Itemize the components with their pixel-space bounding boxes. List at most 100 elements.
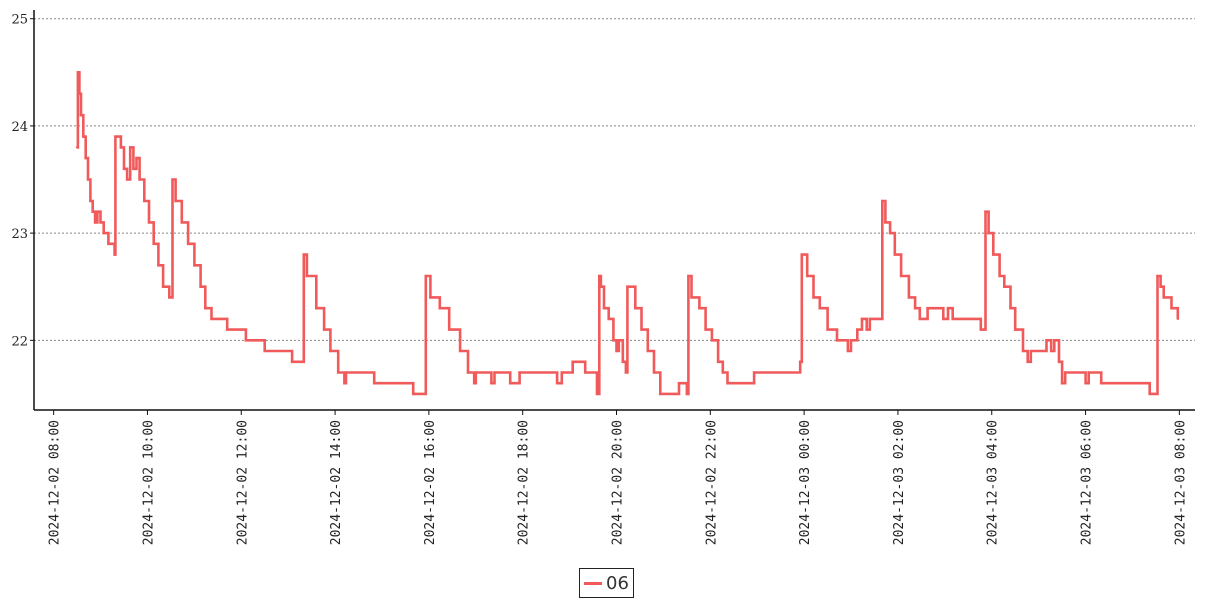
data-point — [626, 285, 629, 288]
data-point — [907, 296, 911, 299]
data-point — [884, 221, 887, 224]
data-point — [992, 253, 995, 256]
data-point — [174, 199, 177, 203]
data-point — [305, 274, 309, 278]
data-point — [1013, 328, 1017, 331]
data-point — [474, 371, 477, 374]
data-point — [1053, 339, 1056, 342]
data-point — [621, 360, 624, 363]
data-point — [812, 296, 815, 299]
data-point — [1162, 296, 1165, 299]
data-point — [322, 328, 326, 331]
data-point — [868, 317, 871, 321]
data-point — [290, 360, 294, 363]
data-point — [942, 317, 945, 321]
data-point — [865, 328, 868, 331]
data-point — [1064, 371, 1067, 374]
data-point — [918, 317, 922, 321]
data-point — [210, 317, 213, 321]
y-tick-label: 22 — [11, 334, 28, 349]
data-point — [602, 306, 606, 310]
data-point — [99, 221, 102, 224]
data-point — [490, 382, 493, 385]
data-point — [726, 382, 729, 385]
data-point — [615, 349, 618, 353]
data-point — [849, 339, 853, 342]
data-point — [372, 382, 376, 385]
x-tick-label: 2024-12-02 10:00 — [141, 420, 156, 545]
data-point — [113, 253, 116, 256]
legend-swatch-06 — [584, 581, 602, 585]
data-point — [157, 264, 160, 267]
data-point — [1170, 306, 1173, 310]
data-point — [979, 328, 982, 331]
data-point — [846, 349, 850, 353]
x-tick-label: 2024-12-03 02:00 — [892, 420, 907, 545]
data-point — [1045, 339, 1048, 342]
data-point — [1176, 317, 1180, 321]
data-point — [412, 392, 415, 396]
data-point — [114, 135, 117, 138]
data-point — [612, 339, 615, 342]
data-point — [1026, 360, 1029, 363]
data-point — [448, 328, 451, 331]
data-point — [458, 349, 462, 353]
data-point — [721, 371, 725, 374]
data-point — [84, 156, 87, 160]
data-point — [76, 71, 80, 74]
data-point — [1057, 360, 1061, 363]
series-points-06 — [75, 71, 1180, 396]
data-point — [704, 328, 707, 331]
data-point — [624, 371, 628, 374]
data-point — [888, 231, 892, 235]
data-point — [161, 285, 165, 288]
data-point — [193, 264, 196, 267]
x-tick-label: 2024-12-02 12:00 — [235, 420, 250, 545]
data-point — [806, 274, 809, 278]
y-tick-label: 25 — [11, 13, 28, 28]
data-point — [598, 274, 601, 278]
data-point — [508, 382, 512, 385]
data-point — [102, 231, 105, 235]
data-point — [752, 371, 756, 374]
data-point — [244, 339, 248, 342]
data-point — [225, 328, 229, 331]
data-point — [143, 199, 146, 203]
data-point — [125, 178, 129, 181]
data-point — [856, 328, 859, 331]
y-axis-ticks: 22 23 24 25 — [11, 13, 34, 349]
data-point — [799, 360, 802, 363]
data-point — [96, 210, 99, 213]
data-point — [560, 371, 563, 374]
grid-lines — [34, 18, 1195, 341]
data-point — [1009, 306, 1012, 310]
data-point — [1049, 349, 1053, 353]
x-axis-ticks: 2024-12-02 08:00 2024-12-02 10:00 2024-12-… — [48, 410, 1188, 545]
y-tick-label: 23 — [11, 227, 28, 242]
data-point — [951, 317, 954, 321]
data-point — [710, 339, 714, 342]
data-point — [607, 317, 610, 321]
data-point — [677, 382, 681, 385]
data-point — [329, 349, 332, 353]
data-point — [466, 371, 470, 374]
data-point — [659, 392, 662, 396]
x-tick-label: 2024-12-03 08:00 — [1173, 420, 1188, 545]
data-point — [595, 392, 599, 396]
data-point — [82, 135, 85, 138]
data-point — [1156, 274, 1159, 278]
data-point — [881, 199, 884, 203]
data-point — [1148, 392, 1151, 396]
data-point — [199, 285, 202, 288]
data-point — [946, 306, 950, 310]
data-point — [984, 210, 987, 213]
data-point — [438, 306, 442, 310]
x-tick-label: 2024-12-02 14:00 — [329, 420, 344, 545]
data-point — [315, 306, 318, 310]
x-tick-label: 2024-12-02 20:00 — [611, 420, 626, 545]
data-point — [634, 306, 637, 310]
data-point — [493, 371, 496, 374]
data-point — [302, 253, 305, 256]
data-point — [1003, 285, 1006, 288]
data-point — [168, 296, 171, 299]
